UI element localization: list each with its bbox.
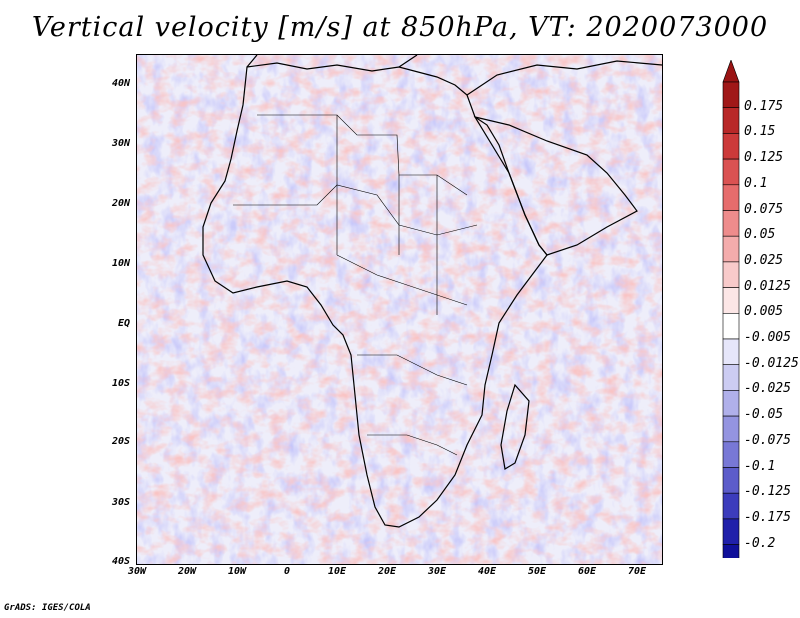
- lat-label-20n: 20N: [111, 198, 130, 209]
- colorbar-swatch: [722, 338, 740, 366]
- colorbar-swatch: [722, 313, 740, 340]
- lon-label-30e: 30E: [427, 566, 447, 577]
- colorbar-label: -0.025: [744, 381, 791, 397]
- colorbar-swatch: [722, 544, 740, 558]
- colorbar-label: 0.1: [744, 175, 768, 191]
- lon-label-70e: 70E: [627, 566, 647, 577]
- northern-coastlines: [246, 55, 662, 96]
- lat-label-40s: 40S: [111, 556, 130, 567]
- colorbar-swatch: [722, 492, 740, 520]
- colorbar-label: 0.125: [744, 150, 784, 166]
- velocity-shading: [137, 55, 662, 564]
- colorbar-label: 0.05: [744, 227, 776, 243]
- map-title: Vertical velocity [m/s] at 850hPa, VT: 2…: [31, 12, 769, 43]
- colorbar-swatch: [722, 287, 740, 314]
- colorbar-label: 0.005: [744, 304, 784, 320]
- colorbar-label: -0.2: [744, 535, 776, 551]
- map-plot-area: [136, 54, 663, 565]
- colorbar-label: 0.075: [744, 201, 784, 217]
- grads-credit: GrADS: IGES/COLA: [4, 603, 91, 613]
- lon-label-10w: 10W: [227, 566, 247, 577]
- coastlines: [202, 55, 662, 528]
- colorbar-swatch: [722, 261, 740, 288]
- country-borders: [233, 114, 478, 456]
- lon-label-20e: 20E: [377, 566, 397, 577]
- colorbar-swatch: [722, 158, 740, 186]
- border-meridional: [336, 115, 438, 315]
- border-south: [367, 434, 458, 456]
- border-south-central: [357, 354, 468, 386]
- lat-label-20s: 20S: [111, 436, 130, 447]
- colorbar-swatch: [722, 81, 740, 109]
- colorbar-label: 0.0125: [744, 278, 791, 294]
- colorbar-swatch: [722, 390, 740, 417]
- colorbar-swatch: [722, 518, 740, 545]
- colorbar-label: -0.005: [744, 330, 791, 345]
- colorbar-label: -0.1: [744, 458, 776, 474]
- lat-label-10s: 10S: [111, 378, 130, 389]
- madagascar-coastline: [500, 383, 530, 470]
- colorbar-swatch: [722, 107, 740, 134]
- colorbar-swatch: [722, 184, 740, 211]
- colorbar-label: -0.0125: [744, 355, 799, 371]
- lat-label-30s: 30S: [111, 497, 130, 508]
- colorbar-label: -0.175: [744, 509, 791, 525]
- lon-label-30w: 30W: [127, 566, 147, 577]
- colorbar-swatch: [722, 133, 740, 160]
- colorbar-swatch: [722, 415, 740, 443]
- colorbar-swatch: [722, 364, 740, 391]
- lat-label-40n: 40N: [111, 78, 130, 89]
- velocity-field-map: [137, 55, 662, 564]
- lon-label-40e: 40E: [477, 566, 497, 577]
- lat-label-10n: 10N: [111, 258, 130, 269]
- colorbar-swatch: [722, 235, 740, 263]
- lat-label-30n: 30N: [111, 138, 130, 149]
- africa-coastline: [202, 62, 548, 528]
- colorbar-label: 0.025: [744, 252, 784, 268]
- colorbar-label: -0.075: [744, 432, 791, 448]
- lon-label-60e: 60E: [577, 566, 597, 577]
- colorbar-label: -0.05: [744, 407, 784, 423]
- border-central: [336, 254, 468, 306]
- lon-label-50e: 50E: [527, 566, 547, 577]
- lon-label-10e: 10E: [327, 566, 347, 577]
- colorbar-label: 0.175: [744, 98, 784, 114]
- colorbar-swatch: [722, 467, 740, 494]
- lat-label-eq: EQ: [117, 318, 130, 329]
- colorbar-label: -0.125: [744, 484, 791, 500]
- colorbar-label: 0.15: [744, 124, 776, 140]
- colorbar-swatch: [722, 441, 740, 468]
- lon-label-0: 0: [283, 566, 291, 577]
- lon-label-20w: 20W: [177, 566, 197, 577]
- colorbar: [722, 60, 740, 558]
- colorbar-swatch: [722, 210, 740, 237]
- arabia-coastline: [473, 116, 638, 256]
- colorbar-top-arrow: [722, 60, 740, 83]
